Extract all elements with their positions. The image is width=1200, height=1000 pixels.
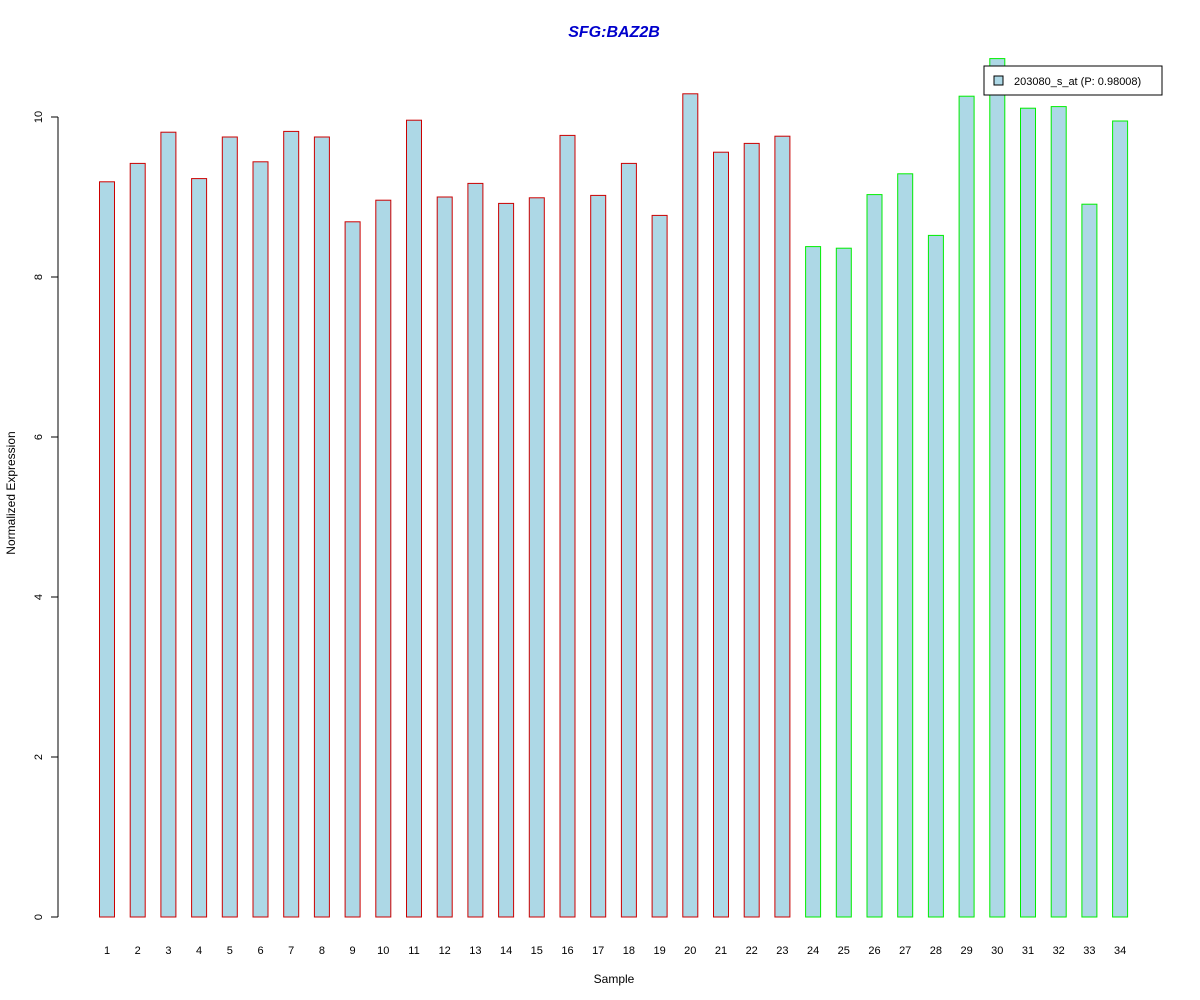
x-tick-label: 27 <box>899 945 911 957</box>
x-tick-label: 2 <box>135 945 141 957</box>
bar-sample-15 <box>528 197 545 918</box>
y-tick-label: 10 <box>33 111 45 123</box>
x-tick-label: 13 <box>469 945 481 957</box>
bar-sample-24 <box>805 246 822 918</box>
x-tick-label: 4 <box>196 945 202 957</box>
bar-sample-16 <box>559 134 576 918</box>
bar-sample-27 <box>897 173 914 918</box>
bar-sample-3 <box>160 131 177 918</box>
y-tick-label: 4 <box>33 594 45 600</box>
x-tick-label: 8 <box>319 945 325 957</box>
x-tick-label: 5 <box>227 945 233 957</box>
legend-entry-label: 203080_s_at (P: 0.98008) <box>1014 76 1141 88</box>
bar-sample-1 <box>99 181 115 918</box>
x-tick-label: 34 <box>1114 945 1126 957</box>
x-tick-label: 14 <box>500 945 512 957</box>
x-axis-tick-labels: 1 2 3 4 5 6 7 8 9 10 11 12 13 14 15 16 17 18 19 20 21 22 23 24 2… <box>104 945 1126 957</box>
x-tick-label: 24 <box>807 945 819 957</box>
bar-sample-20 <box>682 93 699 918</box>
bar-sample-7 <box>283 130 300 918</box>
x-tick-label: 18 <box>623 945 635 957</box>
x-tick-label: 26 <box>868 945 880 957</box>
chart-title: SFG:BAZ2B <box>568 24 660 41</box>
x-tick-label: 16 <box>561 945 573 957</box>
x-tick-label: 30 <box>991 945 1003 957</box>
y-axis-label: Normalized Expression <box>4 431 18 554</box>
y-tick-label: 2 <box>33 754 45 760</box>
x-tick-label: 19 <box>653 945 665 957</box>
bars <box>99 58 1129 918</box>
bar-sample-28 <box>927 234 944 918</box>
x-tick-label: 9 <box>350 945 356 957</box>
x-tick-label: 32 <box>1053 945 1065 957</box>
legend: 203080_s_at (P: 0.98008) <box>983 65 1163 96</box>
bar-sample-8 <box>313 136 330 918</box>
bar-sample-4 <box>191 178 208 918</box>
x-tick-label: 31 <box>1022 945 1034 957</box>
bar-sample-22 <box>743 142 760 918</box>
x-tick-label: 21 <box>715 945 727 957</box>
y-tick-label: 0 <box>33 914 45 920</box>
x-tick-label: 7 <box>288 945 294 957</box>
bar-sample-12 <box>436 196 453 918</box>
legend-swatch <box>993 75 1004 86</box>
bar-sample-25 <box>835 247 852 918</box>
bar-sample-32 <box>1050 106 1067 918</box>
bar-sample-29 <box>958 95 975 918</box>
y-tick-label: 6 <box>33 434 45 440</box>
bar-sample-23 <box>774 135 791 918</box>
bar-sample-30 <box>989 58 1006 918</box>
x-tick-label: 28 <box>930 945 942 957</box>
bar-sample-18 <box>620 162 637 918</box>
y-tick-label: 8 <box>33 274 45 280</box>
bar-sample-13 <box>467 182 484 918</box>
bar-sample-17 <box>590 194 607 918</box>
legend-box <box>983 65 1163 96</box>
x-tick-label: 23 <box>776 945 788 957</box>
x-tick-label: 11 <box>408 945 419 957</box>
bar-sample-19 <box>651 214 668 918</box>
bar-sample-9 <box>344 221 361 918</box>
x-tick-label: 20 <box>684 945 696 957</box>
y-axis: 0 2 4 6 8 10 <box>33 111 59 920</box>
bar-sample-33 <box>1081 203 1098 918</box>
x-tick-label: 25 <box>838 945 850 957</box>
x-tick-label: 33 <box>1083 945 1095 957</box>
bar-sample-6 <box>252 161 269 918</box>
x-axis-label: Sample <box>594 972 635 986</box>
bar-sample-11 <box>406 119 422 918</box>
bar-sample-31 <box>1020 107 1036 918</box>
x-tick-label: 22 <box>746 945 758 957</box>
x-tick-label: 15 <box>531 945 543 957</box>
x-tick-label: 3 <box>165 945 171 957</box>
x-tick-label: 1 <box>104 945 110 957</box>
x-tick-label: 12 <box>439 945 451 957</box>
bar-sample-14 <box>498 202 515 918</box>
bar-sample-34 <box>1112 120 1129 918</box>
x-tick-label: 17 <box>592 945 604 957</box>
x-tick-label: 6 <box>257 945 263 957</box>
bar-sample-2 <box>129 162 146 918</box>
bar-sample-21 <box>713 151 729 918</box>
bar-sample-10 <box>375 199 392 918</box>
x-tick-label: 10 <box>377 945 389 957</box>
x-tick-label: 29 <box>960 945 972 957</box>
bar-sample-5 <box>221 136 238 918</box>
bar-sample-26 <box>866 194 883 918</box>
